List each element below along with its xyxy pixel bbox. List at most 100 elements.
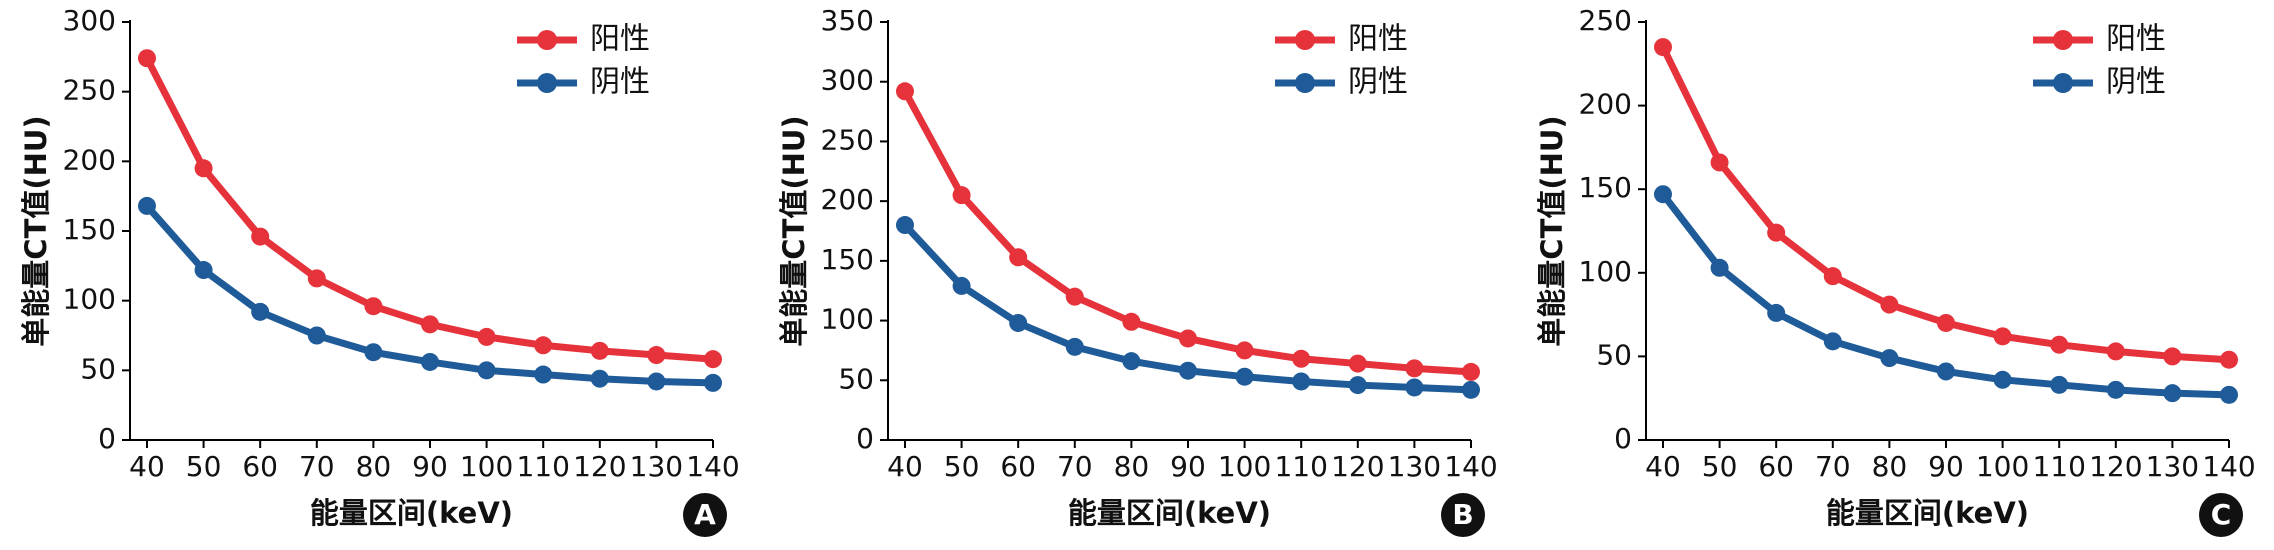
data-point: [1178, 329, 1197, 348]
x-tick-label: 100: [460, 450, 513, 483]
data-point: [477, 361, 496, 380]
data-point: [1462, 380, 1480, 399]
y-tick-label: 250: [1579, 4, 1632, 37]
legend-label: 阴性: [1348, 65, 1408, 100]
y-tick-label: 250: [821, 123, 874, 156]
data-point: [647, 372, 666, 391]
data-point: [1767, 223, 1786, 242]
data-point: [2163, 384, 2182, 403]
y-axis-label: 单能量CT值(HU): [19, 115, 53, 346]
x-tick-label: 80: [1114, 450, 1150, 483]
data-point: [1235, 367, 1254, 386]
data-point: [1880, 295, 1899, 314]
legend-label: 阴性: [590, 65, 650, 100]
data-point: [2106, 380, 2125, 399]
data-point: [704, 350, 722, 369]
x-tick-label: 90: [412, 450, 448, 483]
data-point: [251, 227, 270, 246]
legend-marker: [537, 73, 557, 93]
panel-label: A: [694, 498, 716, 531]
data-point: [477, 327, 496, 346]
data-point: [420, 315, 439, 334]
data-point: [1065, 337, 1084, 356]
data-point: [895, 216, 914, 235]
y-tick-label: 200: [63, 143, 116, 176]
x-tick-label: 50: [1702, 450, 1738, 483]
legend-marker: [537, 30, 557, 50]
x-tick-label: 140: [2202, 450, 2255, 483]
x-tick-label: 70: [1815, 450, 1851, 483]
y-tick-label: 150: [63, 213, 116, 246]
data-point: [2106, 342, 2125, 361]
data-point: [1993, 327, 2012, 346]
data-point: [534, 336, 553, 355]
x-tick-label: 50: [944, 450, 980, 483]
x-tick-label: 70: [1057, 450, 1093, 483]
y-tick-label: 0: [856, 422, 874, 455]
data-point: [1178, 361, 1197, 380]
y-axis-label: 单能量CT值(HU): [1535, 115, 1569, 346]
x-axis-label: 能量区间(keV): [1068, 496, 1271, 530]
y-tick-label: 200: [821, 183, 874, 216]
legend-marker: [1295, 73, 1315, 93]
data-point: [1235, 341, 1254, 360]
data-point: [2220, 385, 2238, 404]
data-point: [1993, 370, 2012, 389]
data-point: [1653, 38, 1672, 57]
data-point: [2050, 335, 2069, 354]
data-point: [1065, 287, 1084, 306]
x-tick-label: 50: [186, 450, 222, 483]
x-tick-label: 110: [2032, 450, 2085, 483]
data-point: [364, 297, 383, 316]
x-tick-label: 80: [356, 450, 392, 483]
x-tick-label: 90: [1928, 450, 1964, 483]
legend-label: 阴性: [2106, 65, 2166, 100]
x-tick-label: 140: [1444, 450, 1497, 483]
data-point: [1292, 349, 1311, 368]
data-point: [1009, 313, 1028, 332]
data-point: [704, 373, 722, 392]
x-tick-label: 130: [630, 450, 683, 483]
x-tick-label: 60: [242, 450, 278, 483]
x-tick-label: 40: [129, 450, 165, 483]
data-point: [2050, 375, 2069, 394]
x-tick-label: 130: [1388, 450, 1441, 483]
data-point: [1710, 258, 1729, 277]
series-line: [143, 56, 714, 363]
data-point: [1823, 267, 1842, 286]
y-tick-label: 100: [63, 283, 116, 316]
x-tick-label: 130: [2146, 450, 2199, 483]
legend-marker: [2053, 73, 2073, 93]
panel-label: B: [1452, 498, 1473, 531]
data-point: [1936, 362, 1955, 381]
y-tick-label: 150: [1579, 171, 1632, 204]
y-tick-label: 100: [821, 303, 874, 336]
data-point: [2220, 350, 2238, 369]
x-tick-label: 100: [1976, 450, 2029, 483]
data-point: [1653, 185, 1672, 204]
data-point: [194, 261, 213, 280]
data-point: [1405, 378, 1424, 397]
data-point: [1348, 354, 1367, 373]
y-tick-label: 250: [63, 74, 116, 107]
x-tick-label: 40: [887, 450, 923, 483]
data-point: [1710, 153, 1729, 172]
data-point: [1122, 352, 1141, 371]
y-tick-label: 300: [821, 64, 874, 97]
y-tick-label: 0: [1614, 422, 1632, 455]
x-axis-label: 能量区间(keV): [310, 496, 513, 530]
x-tick-label: 60: [1000, 450, 1036, 483]
data-point: [1405, 359, 1424, 378]
x-tick-label: 120: [573, 450, 626, 483]
data-point: [534, 365, 553, 384]
y-tick-label: 300: [63, 4, 116, 37]
data-point: [307, 269, 326, 288]
data-point: [364, 343, 383, 362]
data-point: [137, 196, 156, 215]
y-tick-label: 200: [1579, 88, 1632, 121]
legend-marker: [1295, 30, 1315, 50]
